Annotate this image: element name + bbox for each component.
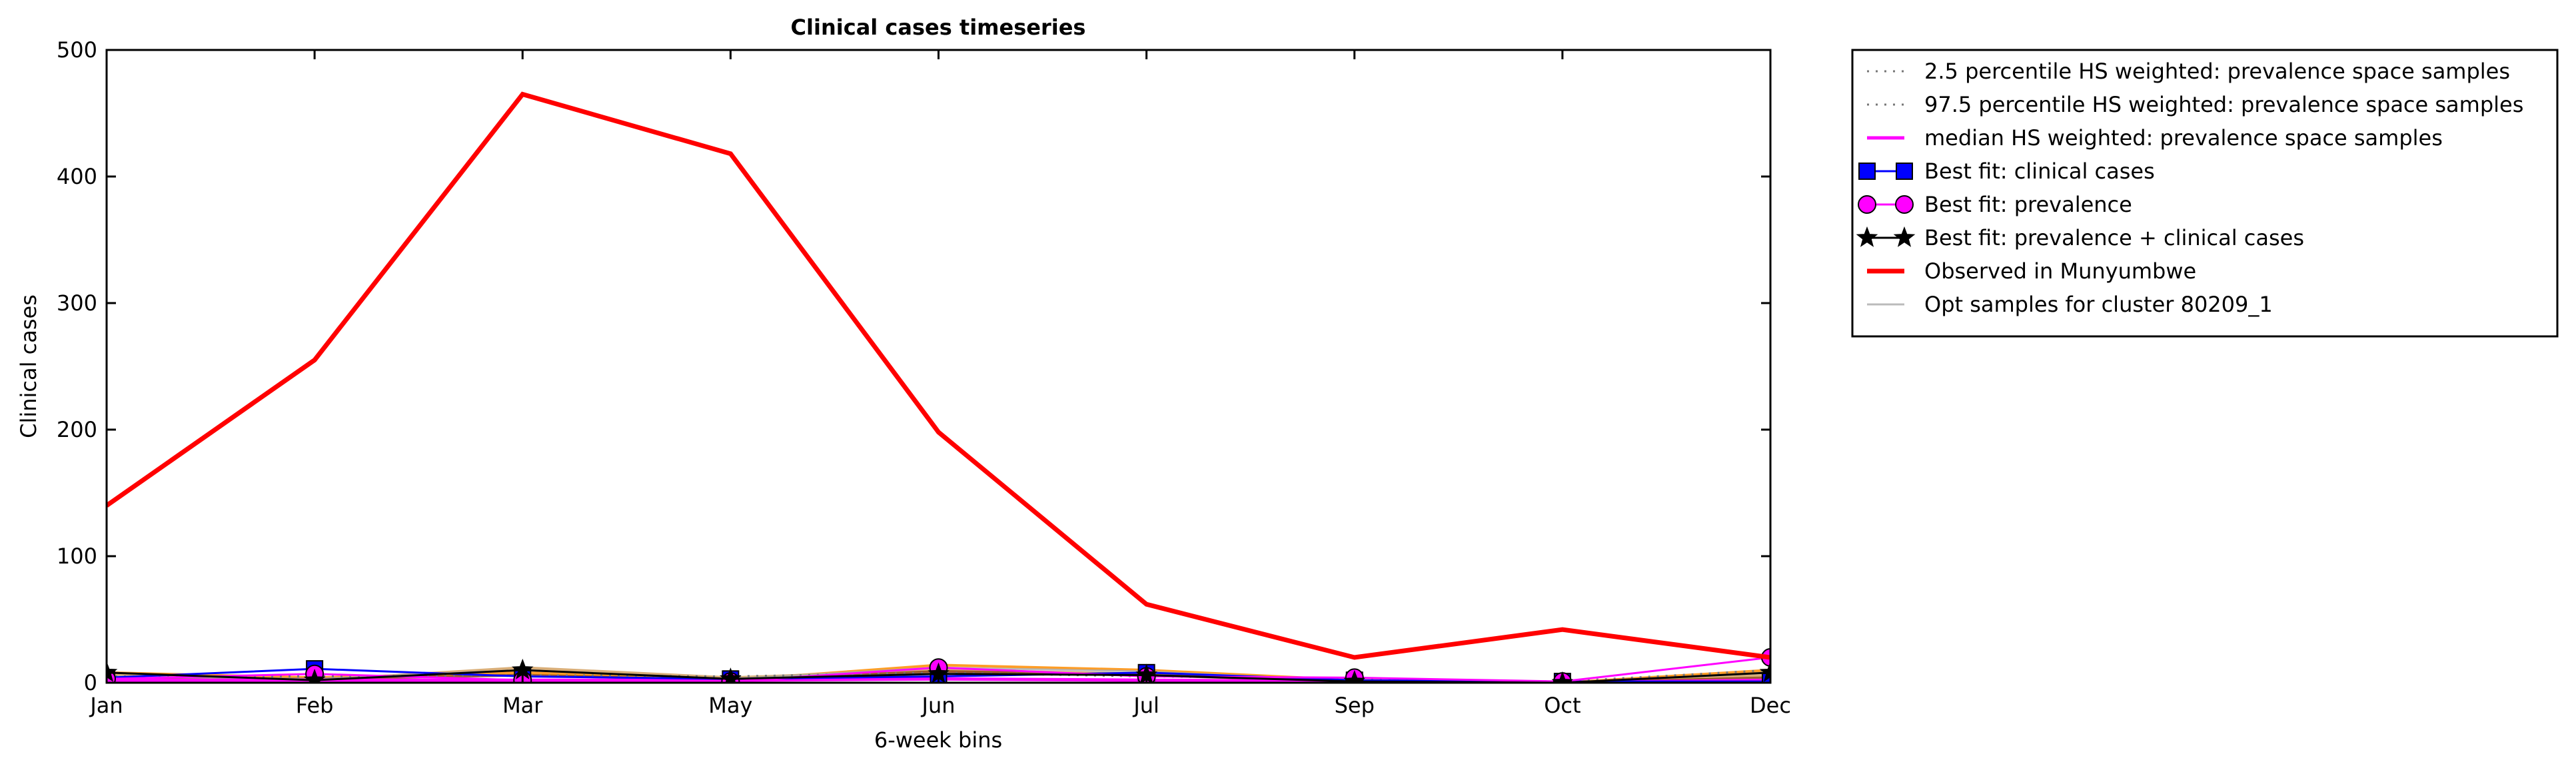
legend-label-opt-samples-for-cluster-80209-1: Opt samples for cluster 80209_1 xyxy=(1924,292,2273,317)
plot-frame xyxy=(105,49,1772,684)
x-tick-label: Jun xyxy=(921,693,956,718)
legend-marker-best-fit-clinical-cases xyxy=(1858,163,1876,180)
data-point-best-fit-prevalence-clinical-cases-1 xyxy=(107,661,118,682)
y-tick-label: 0 xyxy=(84,670,97,695)
legend-label-best-fit-prevalence-clinical-cases: Best fit: prevalence + clinical cases xyxy=(1924,225,2304,250)
legend-label-best-fit-clinical-cases: Best fit: clinical cases xyxy=(1924,159,2155,184)
axes: Jan Feb Mar May Jun Jul Sep Oct Dec 0 100 200 300 400… xyxy=(57,37,1791,718)
legend-marker-best-fit-prevalence-clinical-cases xyxy=(1893,226,1916,247)
legend-label-97-5-percentile-hs-weighted-prevalence-space-samples: 97.5 percentile HS weighted: prevalence … xyxy=(1924,92,2523,117)
y-tick-label: 100 xyxy=(57,544,97,569)
y-axis-label: Clinical cases xyxy=(16,294,41,438)
x-tick-label: Sep xyxy=(1335,693,1375,718)
legend-label-2-5-percentile-hs-weighted-prevalence-space-samples: 2.5 percentile HS weighted: prevalence s… xyxy=(1924,59,2510,84)
x-axis-label: 6-week bins xyxy=(874,727,1002,753)
legend-marker-best-fit-prevalence-clinical-cases xyxy=(1856,226,1878,247)
legend-marker-best-fit-prevalence xyxy=(1858,195,1876,214)
y-tick-label: 200 xyxy=(57,417,97,442)
legend-label-median-hs-weighted-prevalence-space-samples: median HS weighted: prevalence space sam… xyxy=(1924,125,2443,151)
legend-label-observed-in-munyumbwe: Observed in Munyumbwe xyxy=(1924,258,2196,284)
y-tick-label: 400 xyxy=(57,164,97,189)
plot-area xyxy=(107,91,1770,683)
legend-frame xyxy=(1851,49,2559,338)
chart-title: Clinical cases timeseries xyxy=(791,15,1086,40)
x-tick-label: Oct xyxy=(1544,693,1581,718)
series-line-observed-in-munyumbwe xyxy=(107,91,1770,660)
legend-marker-best-fit-clinical-cases xyxy=(1896,163,1913,180)
y-tick-label: 500 xyxy=(57,37,97,63)
x-tick-label: Feb xyxy=(296,693,334,718)
data-point-best-fit-prevalence-clinical-cases-9 xyxy=(1759,661,1770,682)
legend: 2.5 percentile HS weighted: prevalence s… xyxy=(1851,49,2559,338)
x-tick-label: Mar xyxy=(502,693,543,718)
x-tick-label: Dec xyxy=(1750,693,1791,718)
legend-marker-best-fit-prevalence xyxy=(1895,195,1914,214)
legend-label-best-fit-prevalence: Best fit: prevalence xyxy=(1924,192,2132,217)
x-tick-label: Jan xyxy=(89,693,123,718)
x-tick-label: May xyxy=(708,693,752,718)
y-tick-label: 300 xyxy=(57,290,97,316)
x-tick-label: Jul xyxy=(1132,693,1159,718)
